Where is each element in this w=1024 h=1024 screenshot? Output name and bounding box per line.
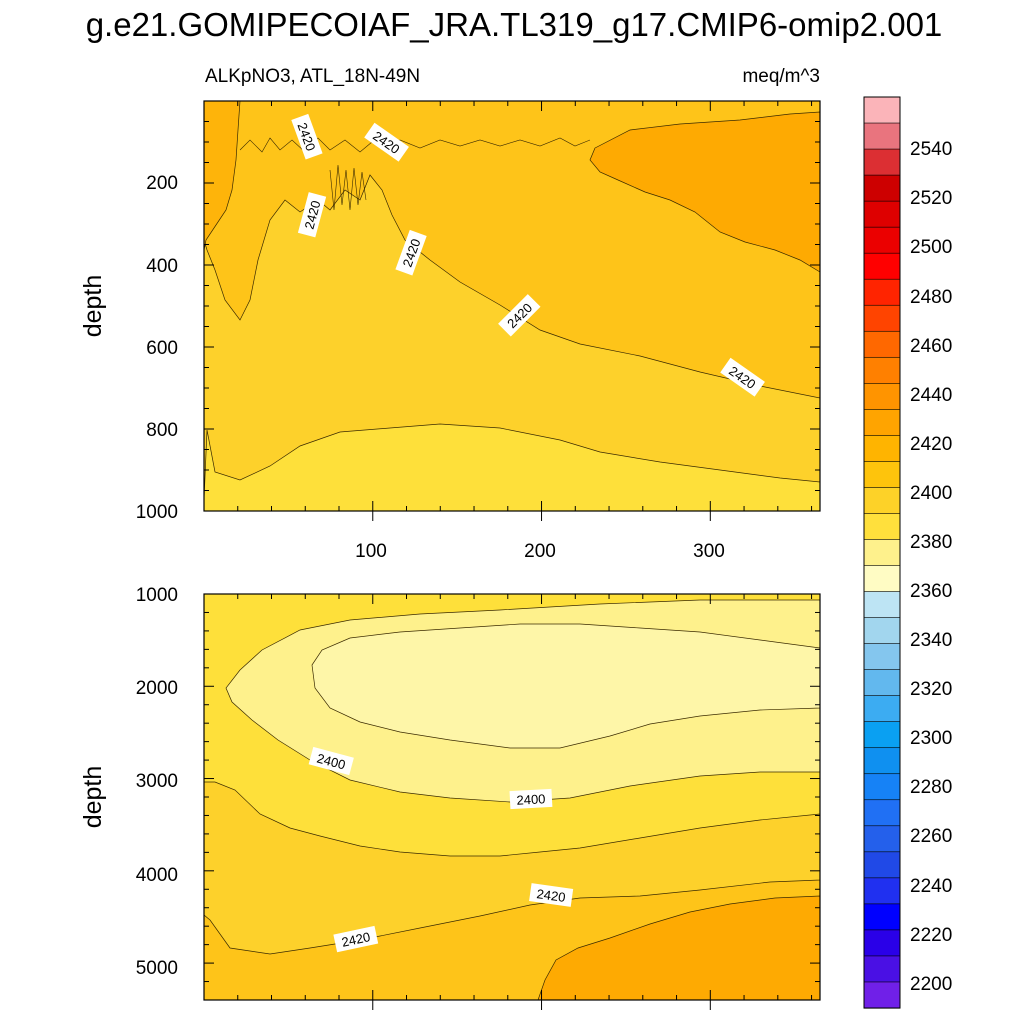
colorbar-swatch xyxy=(863,278,901,306)
colorbar-swatch xyxy=(863,799,901,827)
upper-tick-marks xyxy=(204,100,820,521)
colorbar-label: 2360 xyxy=(910,581,952,602)
colorbar-swatch xyxy=(863,487,901,515)
colorbar-swatch xyxy=(863,252,901,280)
colorbar-swatch xyxy=(863,122,901,150)
colorbar-swatch xyxy=(863,565,901,593)
colorbar-swatch xyxy=(863,773,901,801)
colorbar-swatch xyxy=(863,330,901,358)
colorbar-label: 2320 xyxy=(910,679,952,700)
upper-xtick-label: 300 xyxy=(693,541,725,562)
colorbar-swatch xyxy=(863,226,901,254)
colorbar-swatch xyxy=(863,435,901,463)
upper-xtick-label: 200 xyxy=(524,541,556,562)
upper-ytick-label: 600 xyxy=(146,338,178,359)
upper-field-2430-right xyxy=(589,111,820,273)
colorbar-label: 2240 xyxy=(910,876,952,897)
colorbar-label: 2220 xyxy=(910,925,952,946)
lower-ytick-label: 5000 xyxy=(136,958,178,979)
colorbar-swatch xyxy=(863,200,901,228)
lower-ytick-label: 3000 xyxy=(136,771,178,792)
colorbar xyxy=(863,96,901,1009)
lower-contour-label: 2400 xyxy=(509,788,553,810)
colorbar-label: 2420 xyxy=(910,434,952,455)
svg-text:2420: 2420 xyxy=(340,929,371,950)
colorbar-swatch xyxy=(863,695,901,723)
upper-ytick-label: 400 xyxy=(146,256,178,277)
upper-ytick-label: 200 xyxy=(146,173,178,194)
colorbar-swatch xyxy=(863,617,901,645)
colorbar-swatch xyxy=(863,955,901,983)
colorbar-tick-labels: 2540 2520 2500 2480 2460 2440 2420 2400 … xyxy=(910,139,952,995)
colorbar-swatch xyxy=(863,981,901,1009)
upper-contour-label: 2420 xyxy=(291,113,323,160)
colorbar-swatch xyxy=(863,356,901,384)
colorbar-label: 2400 xyxy=(910,483,952,504)
colorbar-label: 2300 xyxy=(910,728,952,749)
colorbar-swatch xyxy=(863,825,901,853)
upper-ytick-label: 800 xyxy=(146,420,178,441)
colorbar-swatch xyxy=(863,851,901,879)
colorbar-swatch xyxy=(863,96,901,124)
colorbar-swatch xyxy=(863,513,901,541)
lower-panel: 1000 2000 3000 4000 5000 depth 2400 2400… xyxy=(79,585,821,1010)
colorbar-swatch xyxy=(863,409,901,436)
lower-contour-label: 2420 xyxy=(529,883,574,907)
lower-ytick-label: 4000 xyxy=(136,865,178,886)
colorbar-swatch xyxy=(863,721,901,749)
colorbar-swatch xyxy=(863,903,901,931)
upper-y-tick-labels: 200 400 600 800 1000 xyxy=(136,173,178,523)
upper-x-tick-labels: 100 200 300 xyxy=(355,541,725,562)
svg-text:2400: 2400 xyxy=(516,791,546,807)
lower-field-2380 xyxy=(311,623,820,749)
subtitle-left: ALKpNO3, ATL_18N-49N xyxy=(205,66,420,87)
upper-y-axis-label: depth xyxy=(79,275,107,338)
colorbar-swatch xyxy=(863,539,901,567)
colorbar-label: 2480 xyxy=(910,287,952,308)
colorbar-swatch xyxy=(863,929,901,957)
colorbar-label: 2260 xyxy=(910,826,952,847)
lower-ytick-label: 1000 xyxy=(136,585,178,606)
upper-contour-spikes xyxy=(329,164,367,211)
colorbar-label: 2380 xyxy=(910,532,952,553)
colorbar-swatch xyxy=(863,877,901,905)
svg-text:2420: 2420 xyxy=(536,886,567,905)
colorbar-swatch xyxy=(863,747,901,775)
upper-ytick-label: 1000 xyxy=(136,502,178,523)
colorbar-swatch xyxy=(863,383,901,410)
lower-contour-label: 2420 xyxy=(333,925,379,953)
lower-contour-label: 2400 xyxy=(308,746,354,776)
chart-title: g.e21.GOMIPECOIAF_JRA.TL319_g17.CMIP6-om… xyxy=(86,6,943,43)
svg-text:2420: 2420 xyxy=(302,199,324,231)
colorbar-swatch xyxy=(863,304,901,332)
upper-contour-label: 2420 xyxy=(297,192,327,238)
lower-y-tick-labels: 1000 2000 3000 4000 5000 xyxy=(136,585,178,979)
colorbar-label: 2200 xyxy=(910,974,952,995)
lower-y-axis-label: depth xyxy=(79,766,107,829)
colorbar-swatch xyxy=(863,591,901,619)
subtitle-units: meq/m^3 xyxy=(742,66,820,87)
upper-contour-label: 2420 xyxy=(395,229,427,276)
colorbar-label: 2340 xyxy=(910,630,952,651)
colorbar-label: 2500 xyxy=(910,237,952,258)
colorbar-label: 2520 xyxy=(910,188,952,209)
lower-ytick-label: 2000 xyxy=(136,678,178,699)
lower-tick-marks xyxy=(204,593,820,1010)
colorbar-frame xyxy=(863,96,901,1009)
svg-text:2400: 2400 xyxy=(315,751,347,773)
colorbar-label: 2460 xyxy=(910,336,952,357)
colorbar-swatch xyxy=(863,643,901,671)
lower-field-2430 xyxy=(537,895,820,1000)
colorbar-label: 2540 xyxy=(910,139,952,160)
colorbar-swatch xyxy=(863,148,901,176)
upper-xtick-label: 100 xyxy=(355,541,387,562)
colorbar-label: 2280 xyxy=(910,777,952,798)
colorbar-swatch xyxy=(863,461,901,489)
upper-panel: 200 400 600 800 1000 100 200 300 depth 2… xyxy=(79,100,821,562)
colorbar-swatch xyxy=(863,669,901,697)
colorbar-label: 2440 xyxy=(910,385,952,406)
colorbar-swatch xyxy=(863,174,901,202)
